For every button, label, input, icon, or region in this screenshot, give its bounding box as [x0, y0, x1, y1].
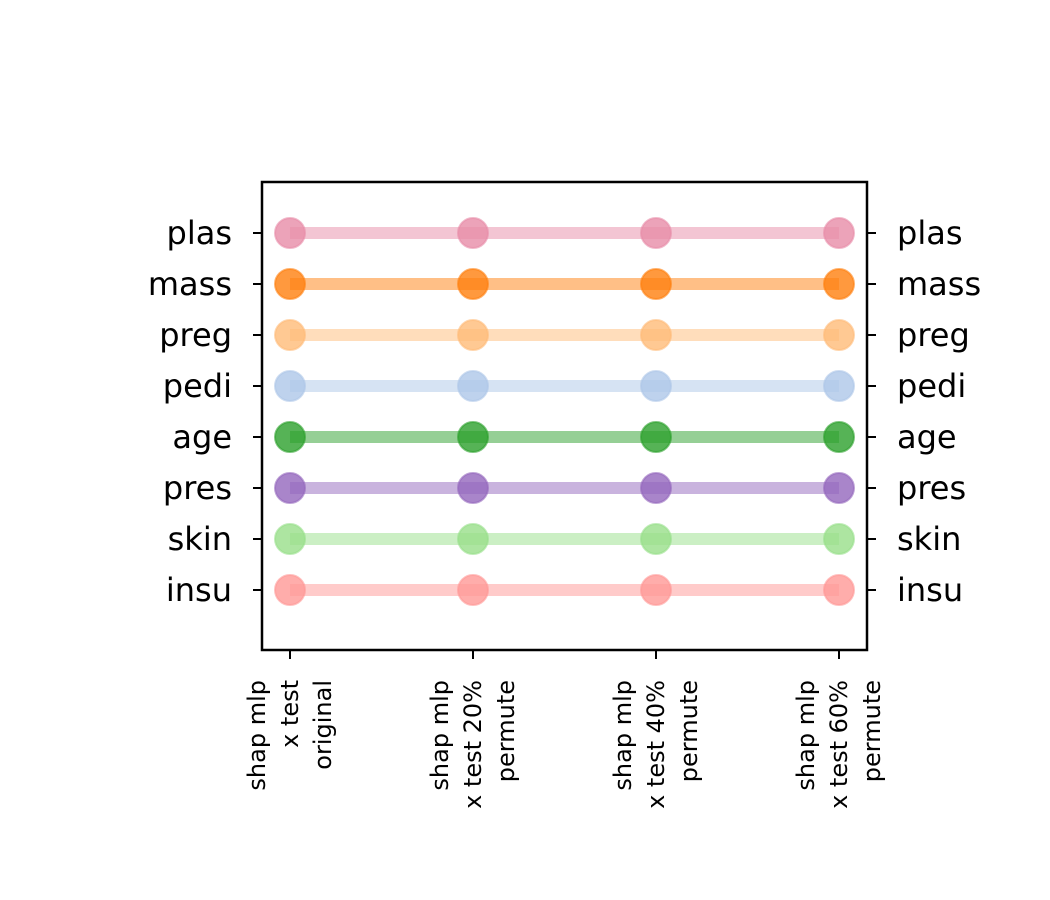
- plot-area: [274, 217, 855, 606]
- series-pedi: [274, 370, 855, 402]
- y-tick-label-right-preg: preg: [897, 316, 970, 354]
- point-age-3: [640, 421, 672, 453]
- x-tick-label-line-1-3: original: [309, 680, 337, 770]
- x-tick-label-4: shap mlp x test 60% permute: [792, 680, 886, 809]
- y-tick-label-left-pres: pres: [163, 469, 232, 507]
- x-tick-label-2: shap mlp x test 20% permute: [426, 680, 520, 809]
- x-tick-label-line-2-2: x test 20%: [459, 680, 487, 809]
- y-tick-label-right-pedi: pedi: [897, 367, 966, 405]
- point-skin-4: [823, 523, 855, 555]
- y-tick-label-right-skin: skin: [897, 520, 961, 558]
- point-mass-1: [274, 268, 306, 300]
- x-tick-label-line-1-2: x test: [276, 680, 304, 748]
- point-insu-4: [823, 574, 855, 606]
- x-tick-label-line-3-3: permute: [675, 680, 703, 782]
- series-age: [274, 421, 855, 453]
- y-tick-label-left-mass: mass: [148, 265, 232, 303]
- bottom-axis: shap mlp x test original shap mlp x test 20%…: [243, 650, 886, 809]
- left-axis: plas mass preg pedi age pres skin insu: [148, 214, 262, 609]
- point-mass-2: [457, 268, 489, 300]
- series-pres: [274, 472, 855, 504]
- point-pedi-1: [274, 370, 306, 402]
- point-skin-2: [457, 523, 489, 555]
- point-pedi-2: [457, 370, 489, 402]
- point-pedi-3: [640, 370, 672, 402]
- y-tick-label-left-preg: preg: [159, 316, 232, 354]
- y-tick-label-left-insu: insu: [166, 571, 232, 609]
- point-age-1: [274, 421, 306, 453]
- point-plas-1: [274, 217, 306, 249]
- series-mass: [274, 268, 855, 300]
- x-tick-label-line-2-3: permute: [492, 680, 520, 782]
- series-insu: [274, 574, 855, 606]
- series-preg: [274, 319, 855, 351]
- right-axis: plas mass preg pedi age pres skin insu: [867, 214, 981, 609]
- point-insu-1: [274, 574, 306, 606]
- series-skin: [274, 523, 855, 555]
- point-pres-2: [457, 472, 489, 504]
- point-plas-2: [457, 217, 489, 249]
- y-tick-label-right-insu: insu: [897, 571, 963, 609]
- x-tick-label-line-2-1: shap mlp: [426, 680, 454, 791]
- y-tick-label-right-pres: pres: [897, 469, 966, 507]
- point-pres-3: [640, 472, 672, 504]
- point-plas-3: [640, 217, 672, 249]
- y-tick-label-left-age: age: [172, 418, 232, 456]
- x-tick-label-line-4-3: permute: [858, 680, 886, 782]
- point-preg-2: [457, 319, 489, 351]
- y-tick-label-right-plas: plas: [897, 214, 962, 252]
- plot-frame: [260, 180, 869, 652]
- point-insu-2: [457, 574, 489, 606]
- point-age-2: [457, 421, 489, 453]
- point-mass-3: [640, 268, 672, 300]
- y-tick-label-left-pedi: pedi: [163, 367, 232, 405]
- y-tick-label-right-mass: mass: [897, 265, 981, 303]
- point-preg-4: [823, 319, 855, 351]
- point-skin-3: [640, 523, 672, 555]
- point-insu-3: [640, 574, 672, 606]
- x-tick-label-line-1-1: shap mlp: [243, 680, 271, 791]
- x-tick-label-line-4-2: x test 60%: [825, 680, 853, 809]
- point-preg-3: [640, 319, 672, 351]
- x-tick-label-line-4-1: shap mlp: [792, 680, 820, 791]
- y-tick-label-left-plas: plas: [167, 214, 232, 252]
- point-mass-4: [823, 268, 855, 300]
- series-plas: [274, 217, 855, 249]
- x-tick-label-line-3-1: shap mlp: [609, 680, 637, 791]
- point-pres-1: [274, 472, 306, 504]
- x-tick-label-line-3-2: x test 40%: [642, 680, 670, 809]
- point-pedi-4: [823, 370, 855, 402]
- x-tick-label-1: shap mlp x test original: [243, 680, 337, 791]
- point-skin-1: [274, 523, 306, 555]
- point-age-4: [823, 421, 855, 453]
- point-pres-4: [823, 472, 855, 504]
- point-plas-4: [823, 217, 855, 249]
- x-tick-label-3: shap mlp x test 40% permute: [609, 680, 703, 809]
- y-tick-label-left-skin: skin: [168, 520, 232, 558]
- point-preg-1: [274, 319, 306, 351]
- y-tick-label-right-age: age: [897, 418, 957, 456]
